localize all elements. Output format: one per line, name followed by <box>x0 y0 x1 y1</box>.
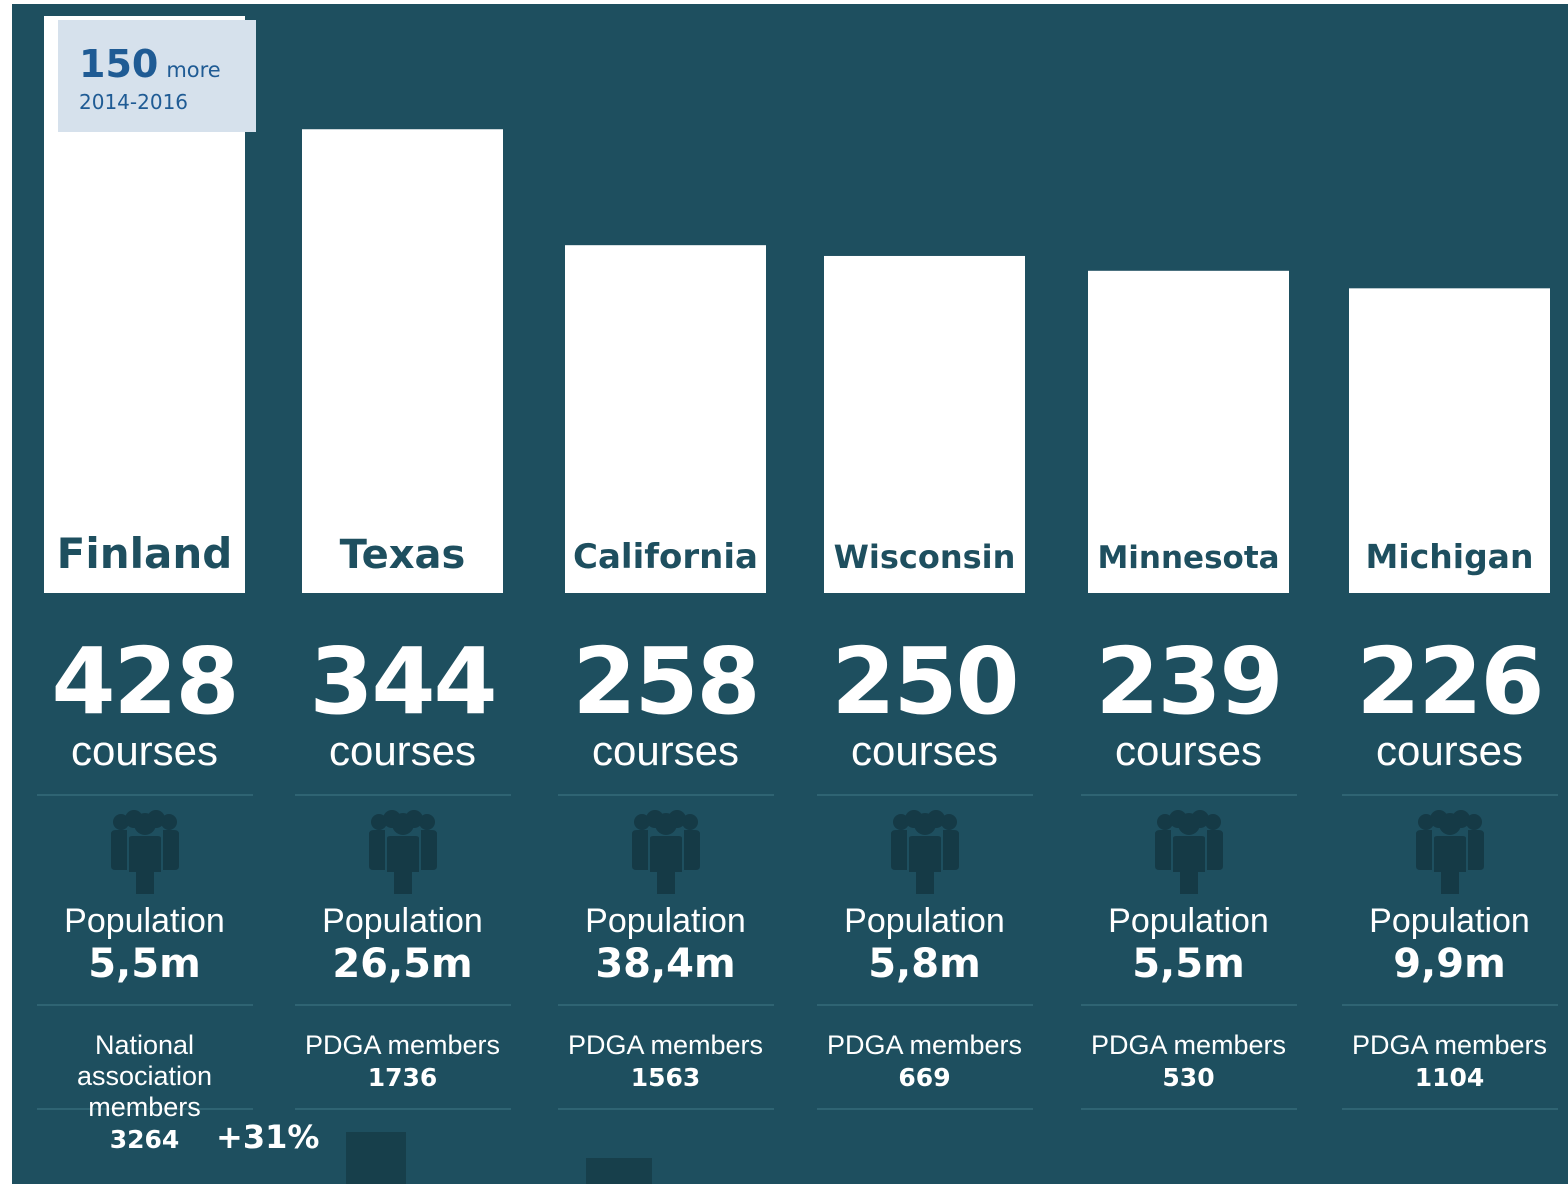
divider-3-texas <box>294 1108 511 1110</box>
people-icon <box>1151 810 1227 894</box>
divider-1-michigan <box>1341 794 1558 796</box>
population-block-michigan: Population 9,9m <box>1345 904 1555 984</box>
divider-2-minnesota <box>1080 1004 1297 1006</box>
courses-block-california: 258 courses <box>561 636 771 772</box>
members-label-wisconsin: PDGA members <box>826 1030 1023 1060</box>
population-label-minnesota: Population <box>1108 902 1269 940</box>
bar-label-finland: Finland <box>57 529 233 578</box>
members-block-california: PDGA members 1563 <box>550 1030 782 1090</box>
decor-shape-2 <box>586 1158 652 1184</box>
divider-2-california <box>557 1004 774 1006</box>
courses-value-california: 258 <box>572 628 760 735</box>
population-label-texas: Population <box>322 902 483 940</box>
divider-1-minnesota <box>1080 794 1297 796</box>
annotation-value: 150 <box>79 42 159 86</box>
annotation-period: 2014-2016 <box>79 90 189 114</box>
members-label-california: PDGA members <box>567 1030 764 1060</box>
courses-label-wisconsin: courses <box>850 727 999 774</box>
divider-2-michigan <box>1341 1004 1558 1006</box>
courses-block-texas: 344 courses <box>298 636 508 772</box>
members-block-wisconsin: PDGA members 669 <box>809 1030 1041 1090</box>
bar-label-california: California <box>573 537 758 577</box>
courses-block-minnesota: 239 courses <box>1084 636 1294 772</box>
population-block-california: Population 38,4m <box>561 904 771 984</box>
courses-label-finland: courses <box>70 727 219 774</box>
courses-value-wisconsin: 250 <box>831 628 1019 735</box>
members-label-minnesota: PDGA members <box>1090 1030 1287 1060</box>
annotation-text: more <box>166 58 221 82</box>
members-label-michigan: PDGA members <box>1351 1030 1548 1060</box>
members-value-minnesota: 530 <box>1162 1063 1215 1093</box>
courses-block-finland: 428 courses <box>40 636 250 772</box>
divider-3-wisconsin <box>816 1108 1033 1110</box>
population-label-finland: Population <box>64 902 225 940</box>
courses-label-michigan: courses <box>1375 727 1524 774</box>
population-value-texas: 26,5m <box>332 941 473 987</box>
bar-minnesota <box>1088 270 1289 593</box>
bar-chart: Finland Texas California Wisconsin Minnesota… <box>44 16 1550 593</box>
population-value-minnesota: 5,5m <box>1132 941 1245 987</box>
bar-label-michigan: Michigan <box>1366 537 1534 576</box>
bar-michigan <box>1349 288 1550 593</box>
members-block-finland: National association members 3264 <box>29 1030 261 1152</box>
bar-label-minnesota: Minnesota <box>1097 540 1279 576</box>
divider-2-wisconsin <box>816 1004 1033 1006</box>
divider-3-minnesota <box>1080 1108 1297 1110</box>
people-icon <box>887 810 963 894</box>
courses-value-finland: 428 <box>51 628 239 735</box>
population-block-finland: Population 5,5m <box>40 904 250 984</box>
bar-california <box>565 245 766 593</box>
decor-shape-1 <box>346 1132 406 1184</box>
population-value-california: 38,4m <box>595 941 736 987</box>
divider-1-finland <box>36 794 253 796</box>
members-block-minnesota: PDGA members 530 <box>1073 1030 1305 1090</box>
divider-1-texas <box>294 794 511 796</box>
bar-label-texas: Texas <box>340 532 466 578</box>
divider-3-michigan <box>1341 1108 1558 1110</box>
population-label-wisconsin: Population <box>844 902 1005 940</box>
divider-1-california <box>557 794 774 796</box>
courses-value-michigan: 226 <box>1356 628 1544 735</box>
courses-block-wisconsin: 250 courses <box>820 636 1030 772</box>
courses-value-texas: 344 <box>309 628 497 735</box>
population-label-california: Population <box>585 902 746 940</box>
population-block-wisconsin: Population 5,8m <box>820 904 1030 984</box>
members-value-california: 1563 <box>630 1063 701 1093</box>
people-icon <box>628 810 704 894</box>
divider-3-california <box>557 1108 774 1110</box>
population-value-wisconsin: 5,8m <box>868 941 981 987</box>
courses-value-minnesota: 239 <box>1095 628 1283 735</box>
infographic-panel: Finland Texas California Wisconsin Minnesota… <box>12 4 1568 1184</box>
courses-label-minnesota: courses <box>1114 727 1263 774</box>
people-icon <box>1412 810 1488 894</box>
bar-label-wisconsin: Wisconsin <box>834 538 1016 576</box>
people-icon <box>107 810 183 894</box>
population-block-texas: Population 26,5m <box>298 904 508 984</box>
courses-block-michigan: 226 courses <box>1345 636 1555 772</box>
members-value-texas: 1736 <box>367 1063 438 1093</box>
population-value-finland: 5,5m <box>88 941 201 987</box>
members-value-michigan: 1104 <box>1414 1063 1485 1093</box>
members-value-finland: 3264 <box>109 1125 180 1155</box>
population-label-michigan: Population <box>1369 902 1530 940</box>
people-icon <box>365 810 441 894</box>
members-block-michigan: PDGA members 1104 <box>1334 1030 1566 1090</box>
divider-3-finland <box>36 1108 253 1110</box>
bar-texas <box>302 129 503 593</box>
bar-wisconsin <box>824 255 1025 593</box>
courses-label-california: courses <box>591 727 740 774</box>
courses-label-texas: courses <box>328 727 477 774</box>
population-block-minnesota: Population 5,5m <box>1084 904 1294 984</box>
population-value-michigan: 9,9m <box>1393 941 1506 987</box>
divider-2-finland <box>36 1004 253 1006</box>
members-value-wisconsin: 669 <box>898 1063 951 1093</box>
members-block-texas: PDGA members 1736 <box>287 1030 519 1090</box>
members-label-finland: National association members <box>76 1030 213 1123</box>
annotation-badge: 150 more 2014-2016 <box>58 20 256 132</box>
members-label-texas: PDGA members <box>304 1030 501 1060</box>
finland-growth: +31% <box>216 1118 320 1156</box>
divider-2-texas <box>294 1004 511 1006</box>
divider-1-wisconsin <box>816 794 1033 796</box>
